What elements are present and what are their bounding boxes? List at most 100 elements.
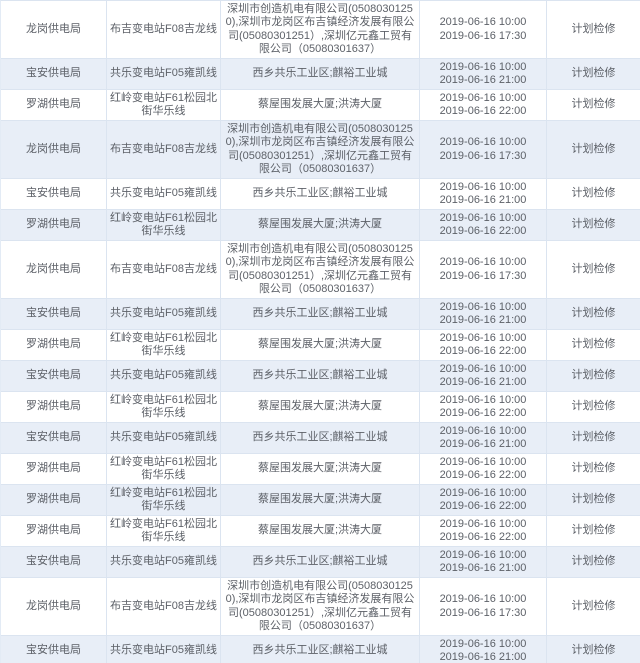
cell-bureau: 罗湖供电局 xyxy=(1,392,107,422)
time-end: 2019-06-16 17:30 xyxy=(439,269,527,282)
line-label: 布吉变电站F08吉龙线 xyxy=(110,142,217,155)
table-row: 罗湖供电局 红岭变电站F61松园北街华乐线 蔡屋围发展大厦;洪涛大厦 2019-… xyxy=(1,210,640,241)
maintenance-type-label: 计划检修 xyxy=(571,98,616,111)
time-start: 2019-06-16 10:00 xyxy=(439,362,527,375)
cell-maintenance-type: 计划检修 xyxy=(547,210,640,240)
maintenance-type-label: 计划检修 xyxy=(571,431,616,444)
maintenance-type-label: 计划检修 xyxy=(571,524,616,537)
customers-label: 深圳市创造机电有限公司(05080301250),深圳市龙岗区布吉镇经济发展有限… xyxy=(225,2,415,56)
time-start: 2019-06-16 10:00 xyxy=(439,517,527,530)
line-label: 共乐变电站F05雍凯线 xyxy=(110,431,217,444)
line-label: 共乐变电站F05雍凯线 xyxy=(110,67,217,80)
line-label: 红岭变电站F61松园北街华乐线 xyxy=(110,393,217,420)
cell-line: 红岭变电站F61松园北街华乐线 xyxy=(107,516,221,546)
line-label: 共乐变电站F05雍凯线 xyxy=(110,187,217,200)
cell-time-range: 2019-06-16 10:00 2019-06-16 21:00 xyxy=(420,547,547,577)
time-end: 2019-06-16 21:00 xyxy=(439,376,527,388)
line-label: 布吉变电站F08吉龙线 xyxy=(110,599,217,612)
bureau-label: 罗湖供电局 xyxy=(26,338,81,351)
line-label: 红岭变电站F61松园北街华乐线 xyxy=(110,91,217,118)
bureau-label: 宝安供电局 xyxy=(26,555,81,568)
maintenance-type-label: 计划检修 xyxy=(571,187,616,200)
maintenance-type-label: 计划检修 xyxy=(571,338,616,351)
cell-bureau: 宝安供电局 xyxy=(1,636,107,663)
cell-customers: 西乡共乐工业区;麒裕工业城 xyxy=(221,423,420,453)
time-start: 2019-06-16 10:00 xyxy=(439,455,527,468)
cell-bureau: 宝安供电局 xyxy=(1,423,107,453)
time-end: 2019-06-16 17:30 xyxy=(439,29,527,42)
time-end: 2019-06-16 21:00 xyxy=(439,651,527,663)
cell-customers: 深圳市创造机电有限公司(05080301250),深圳市龙岗区布吉镇经济发展有限… xyxy=(221,1,420,58)
customers-label: 深圳市创造机电有限公司(05080301250),深圳市龙岗区布吉镇经济发展有限… xyxy=(225,579,415,633)
cell-line: 布吉变电站F08吉龙线 xyxy=(107,1,221,58)
cell-bureau: 罗湖供电局 xyxy=(1,516,107,546)
cell-customers: 深圳市创造机电有限公司(05080301250),深圳市龙岗区布吉镇经济发展有限… xyxy=(221,241,420,298)
time-end: 2019-06-16 22:00 xyxy=(439,531,527,543)
maintenance-type-label: 计划检修 xyxy=(571,493,616,506)
cell-line: 红岭变电站F61松园北街华乐线 xyxy=(107,90,221,120)
cell-bureau: 罗湖供电局 xyxy=(1,485,107,515)
cell-maintenance-type: 计划检修 xyxy=(547,454,640,484)
maintenance-type-label: 计划检修 xyxy=(571,599,616,612)
cell-time-range: 2019-06-16 10:00 2019-06-16 22:00 xyxy=(420,454,547,484)
customers-label: 深圳市创造机电有限公司(05080301250),深圳市龙岗区布吉镇经济发展有限… xyxy=(225,122,415,176)
cell-bureau: 宝安供电局 xyxy=(1,547,107,577)
customers-label: 蔡屋围发展大厦;洪涛大厦 xyxy=(257,493,383,506)
cell-maintenance-type: 计划检修 xyxy=(547,485,640,515)
table-row: 宝安供电局 共乐变电站F05雍凯线 西乡共乐工业区;麒裕工业城 2019-06-… xyxy=(1,59,640,90)
cell-bureau: 龙岗供电局 xyxy=(1,121,107,178)
cell-bureau: 龙岗供电局 xyxy=(1,241,107,298)
cell-bureau: 宝安供电局 xyxy=(1,179,107,209)
table-row: 罗湖供电局 红岭变电站F61松园北街华乐线 蔡屋围发展大厦;洪涛大厦 2019-… xyxy=(1,392,640,423)
cell-maintenance-type: 计划检修 xyxy=(547,241,640,298)
bureau-label: 罗湖供电局 xyxy=(26,218,81,231)
table-row: 罗湖供电局 红岭变电站F61松园北街华乐线 蔡屋围发展大厦;洪涛大厦 2019-… xyxy=(1,454,640,485)
time-end: 2019-06-16 22:00 xyxy=(439,345,527,357)
cell-maintenance-type: 计划检修 xyxy=(547,516,640,546)
cell-maintenance-type: 计划检修 xyxy=(547,578,640,635)
time-start: 2019-06-16 10:00 xyxy=(439,211,527,224)
cell-customers: 蔡屋围发展大厦;洪涛大厦 xyxy=(221,330,420,360)
line-label: 布吉变电站F08吉龙线 xyxy=(110,262,217,275)
time-start: 2019-06-16 10:00 xyxy=(439,593,527,605)
time-end: 2019-06-16 22:00 xyxy=(439,469,527,481)
cell-line: 共乐变电站F05雍凯线 xyxy=(107,299,221,329)
bureau-label: 宝安供电局 xyxy=(26,644,81,657)
cell-time-range: 2019-06-16 10:00 2019-06-16 22:00 xyxy=(420,392,547,422)
line-label: 共乐变电站F05雍凯线 xyxy=(110,644,217,657)
bureau-label: 罗湖供电局 xyxy=(26,98,81,111)
time-end: 2019-06-16 17:30 xyxy=(439,606,527,619)
table-row: 龙岗供电局 布吉变电站F08吉龙线 深圳市创造机电有限公司(0508030125… xyxy=(1,241,640,299)
cell-line: 共乐变电站F05雍凯线 xyxy=(107,636,221,663)
customers-label: 蔡屋围发展大厦;洪涛大厦 xyxy=(257,524,383,537)
cell-line: 布吉变电站F08吉龙线 xyxy=(107,121,221,178)
customers-label: 西乡共乐工业区;麒裕工业城 xyxy=(252,307,388,320)
cell-time-range: 2019-06-16 10:00 2019-06-16 21:00 xyxy=(420,636,547,663)
cell-line: 布吉变电站F08吉龙线 xyxy=(107,241,221,298)
bureau-label: 龙岗供电局 xyxy=(26,599,81,612)
cell-line: 红岭变电站F61松园北街华乐线 xyxy=(107,210,221,240)
cell-line: 共乐变电站F05雍凯线 xyxy=(107,547,221,577)
table-row: 龙岗供电局 布吉变电站F08吉龙线 深圳市创造机电有限公司(0508030125… xyxy=(1,1,640,59)
cell-customers: 深圳市创造机电有限公司(05080301250),深圳市龙岗区布吉镇经济发展有限… xyxy=(221,121,420,178)
cell-maintenance-type: 计划检修 xyxy=(547,392,640,422)
time-start: 2019-06-16 10:00 xyxy=(439,486,527,499)
time-start: 2019-06-16 10:00 xyxy=(439,548,527,561)
table-row: 宝安供电局 共乐变电站F05雍凯线 西乡共乐工业区;麒裕工业城 2019-06-… xyxy=(1,636,640,663)
cell-customers: 蔡屋围发展大厦;洪涛大厦 xyxy=(221,485,420,515)
time-start: 2019-06-16 10:00 xyxy=(439,60,527,73)
cell-bureau: 宝安供电局 xyxy=(1,361,107,391)
maintenance-type-label: 计划检修 xyxy=(571,462,616,475)
cell-customers: 蔡屋围发展大厦;洪涛大厦 xyxy=(221,392,420,422)
time-start: 2019-06-16 10:00 xyxy=(439,637,527,650)
bureau-label: 宝安供电局 xyxy=(26,307,81,320)
cell-maintenance-type: 计划检修 xyxy=(547,90,640,120)
cell-maintenance-type: 计划检修 xyxy=(547,330,640,360)
table-row: 宝安供电局 共乐变电站F05雍凯线 西乡共乐工业区;麒裕工业城 2019-06-… xyxy=(1,547,640,578)
cell-bureau: 宝安供电局 xyxy=(1,59,107,89)
cell-line: 红岭变电站F61松园北街华乐线 xyxy=(107,485,221,515)
maintenance-type-label: 计划检修 xyxy=(571,262,616,275)
cell-customers: 西乡共乐工业区;麒裕工业城 xyxy=(221,547,420,577)
bureau-label: 宝安供电局 xyxy=(26,369,81,382)
cell-maintenance-type: 计划检修 xyxy=(547,547,640,577)
